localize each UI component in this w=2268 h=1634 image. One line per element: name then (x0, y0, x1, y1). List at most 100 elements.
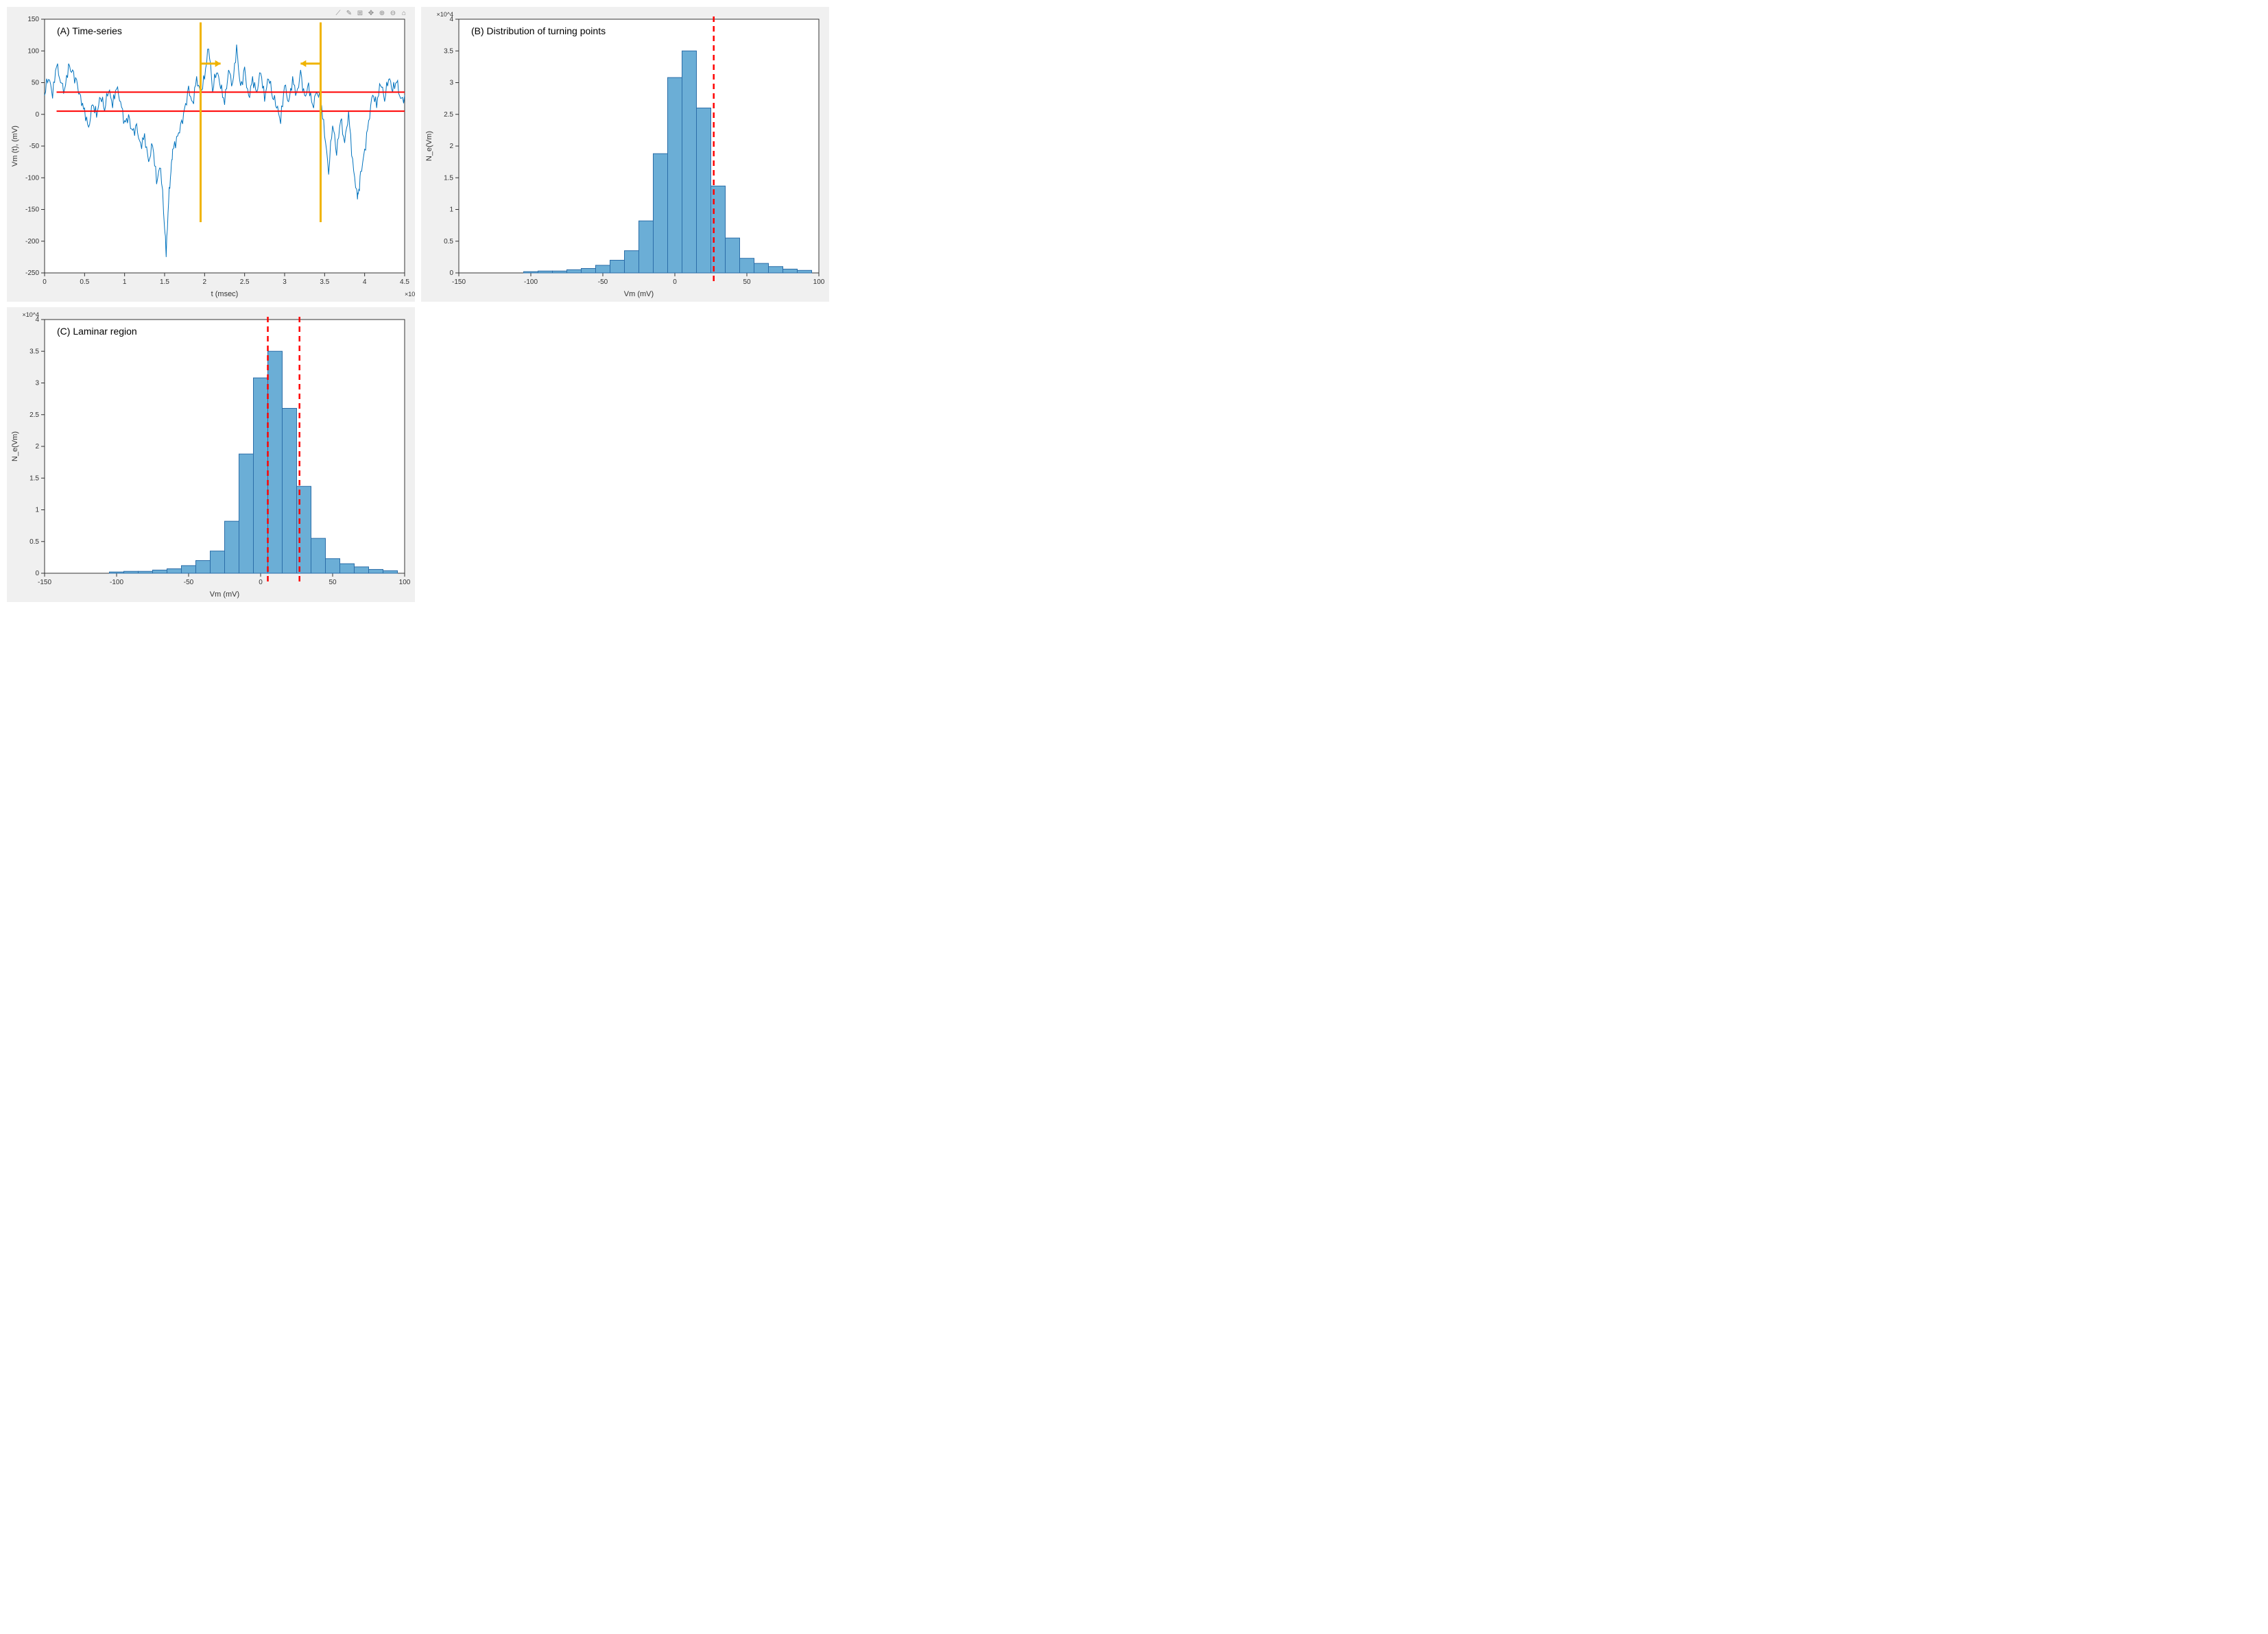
y-tick-label: 1.5 (444, 174, 453, 182)
panel-a: 0 0.5 1 1.5 2 2.5 3 3.5 4 4.5 -250 -200 -150 -100 -50 0… (7, 7, 416, 302)
zoomin-icon[interactable]: ⊕ (377, 8, 387, 18)
hist-bar (268, 351, 283, 573)
hist-bar (740, 259, 754, 273)
hist-bar (196, 561, 211, 574)
hist-bar (798, 270, 812, 273)
hist-bar (124, 571, 139, 573)
hist-bar (625, 251, 639, 273)
x-tick-label: 4.5 (400, 278, 409, 286)
hist-bar (283, 409, 297, 574)
x-tick-label: -50 (184, 579, 194, 586)
y-tick-label: 3.5 (444, 47, 453, 55)
hist-bar (311, 538, 326, 573)
hist-bar (182, 566, 196, 573)
hist-bar (726, 238, 740, 273)
hist-bar (110, 572, 124, 573)
y-tick-label: -50 (29, 143, 40, 150)
pan-icon[interactable]: ✥ (366, 8, 376, 18)
zoomout-icon[interactable]: ⊖ (388, 8, 398, 18)
x-tick-label: -100 (110, 579, 123, 586)
y-tick-label: -100 (25, 174, 39, 182)
x-axis-label: Vm (mV) (624, 290, 654, 298)
hist-bar (697, 108, 711, 274)
x-axis-label: t (msec) (211, 290, 239, 298)
y-tick-label: 2.5 (29, 411, 39, 419)
y-tick-label: 1.5 (29, 474, 39, 482)
y-tick-label: -150 (25, 206, 39, 214)
x-axis-label: Vm (mV) (210, 590, 239, 599)
hist-bar (538, 271, 553, 273)
y-tick-label: 3 (449, 80, 453, 87)
y-tick-label: 1 (35, 507, 39, 514)
y-tick-label: 50 (32, 80, 40, 87)
y-tick-label: 3 (35, 380, 39, 387)
hist-bar (783, 269, 798, 273)
x-tick-label: 3.5 (320, 278, 329, 286)
y-tick-label: 1 (449, 206, 453, 214)
hist-bar (369, 569, 383, 573)
x-tick-label: 100 (399, 579, 411, 586)
hist-bar (567, 269, 582, 273)
datatip-icon[interactable]: ⊞ (355, 8, 365, 18)
hist-bar (167, 569, 182, 573)
hist-bar (254, 378, 268, 573)
hist-bar (668, 77, 682, 273)
y-tick-label: 0.5 (444, 238, 453, 245)
y-tick-label: 2 (35, 443, 39, 450)
x-tick-label: 0 (43, 278, 47, 286)
hist-bar (654, 154, 668, 273)
x-tick-label: 2.5 (240, 278, 250, 286)
panel-title: (A) Time-series (57, 25, 122, 36)
hist-bar (239, 454, 254, 573)
y-tick-label: 100 (27, 47, 39, 55)
hist-bar (639, 221, 654, 273)
hist-bar (553, 271, 567, 273)
hist-bar (153, 570, 167, 573)
panel-b: -150-100-5005010000.511.522.533.54Vm (mV… (421, 7, 830, 302)
hist-bar (610, 261, 625, 274)
x-tick-label: -150 (452, 278, 466, 286)
panel-title: (B) Distribution of turning points (471, 25, 606, 36)
hist-bar (769, 267, 783, 273)
hist-bar (524, 272, 538, 273)
y-tick-label: 0 (35, 570, 39, 577)
y-exponent-label: ×10^4 (23, 311, 40, 318)
hist-bar (582, 269, 596, 273)
y-tick-label: -250 (25, 269, 39, 277)
y-tick-label: 0 (35, 111, 39, 119)
x-tick-label: 100 (813, 278, 825, 286)
hist-bar (355, 567, 369, 573)
edit-icon[interactable]: ✎ (344, 8, 354, 18)
home-icon[interactable]: ⌂ (399, 8, 409, 18)
x-tick-label: -50 (598, 278, 608, 286)
hist-bar (340, 564, 355, 573)
x-tick-label: 0.5 (80, 278, 89, 286)
y-tick-label: -200 (25, 238, 39, 245)
x-tick-label: 3 (283, 278, 287, 286)
figure-grid: 0 0.5 1 1.5 2 2.5 3 3.5 4 4.5 -250 -200 -150 -100 -50 0… (7, 7, 830, 602)
y-tick-label: 2.5 (444, 111, 453, 119)
hist-bar (754, 263, 769, 273)
plot-area (45, 19, 405, 273)
y-tick-label: 150 (27, 16, 39, 23)
y-tick-label: 0.5 (29, 538, 39, 546)
x-tick-label: 4 (363, 278, 367, 286)
hist-bar (139, 571, 153, 573)
y-tick-label: 0 (449, 269, 453, 277)
y-tick-label: 3.5 (29, 348, 39, 355)
brush-icon[interactable]: ⟋ (333, 8, 343, 18)
hist-bar (383, 570, 398, 573)
y-axis-label: N_e(Vm) (11, 431, 19, 461)
x-tick-label: -150 (38, 579, 51, 586)
x-tick-label: 50 (743, 278, 751, 286)
figure-toolbar: ⟋✎⊞✥⊕⊖⌂ (333, 8, 409, 18)
x-tick-label: 0 (259, 579, 263, 586)
x-tick-label: 1.5 (160, 278, 169, 286)
panel-c: -150-100-5005010000.511.522.533.54Vm (mV… (7, 307, 416, 602)
hist-bar (326, 559, 340, 573)
panel-title: (C) Laminar region (57, 326, 137, 337)
y-tick-label: 2 (449, 143, 453, 150)
y-exponent-label: ×10^4 (437, 11, 454, 18)
x-tick-label: 2 (203, 278, 207, 286)
x-tick-label: 1 (123, 278, 127, 286)
